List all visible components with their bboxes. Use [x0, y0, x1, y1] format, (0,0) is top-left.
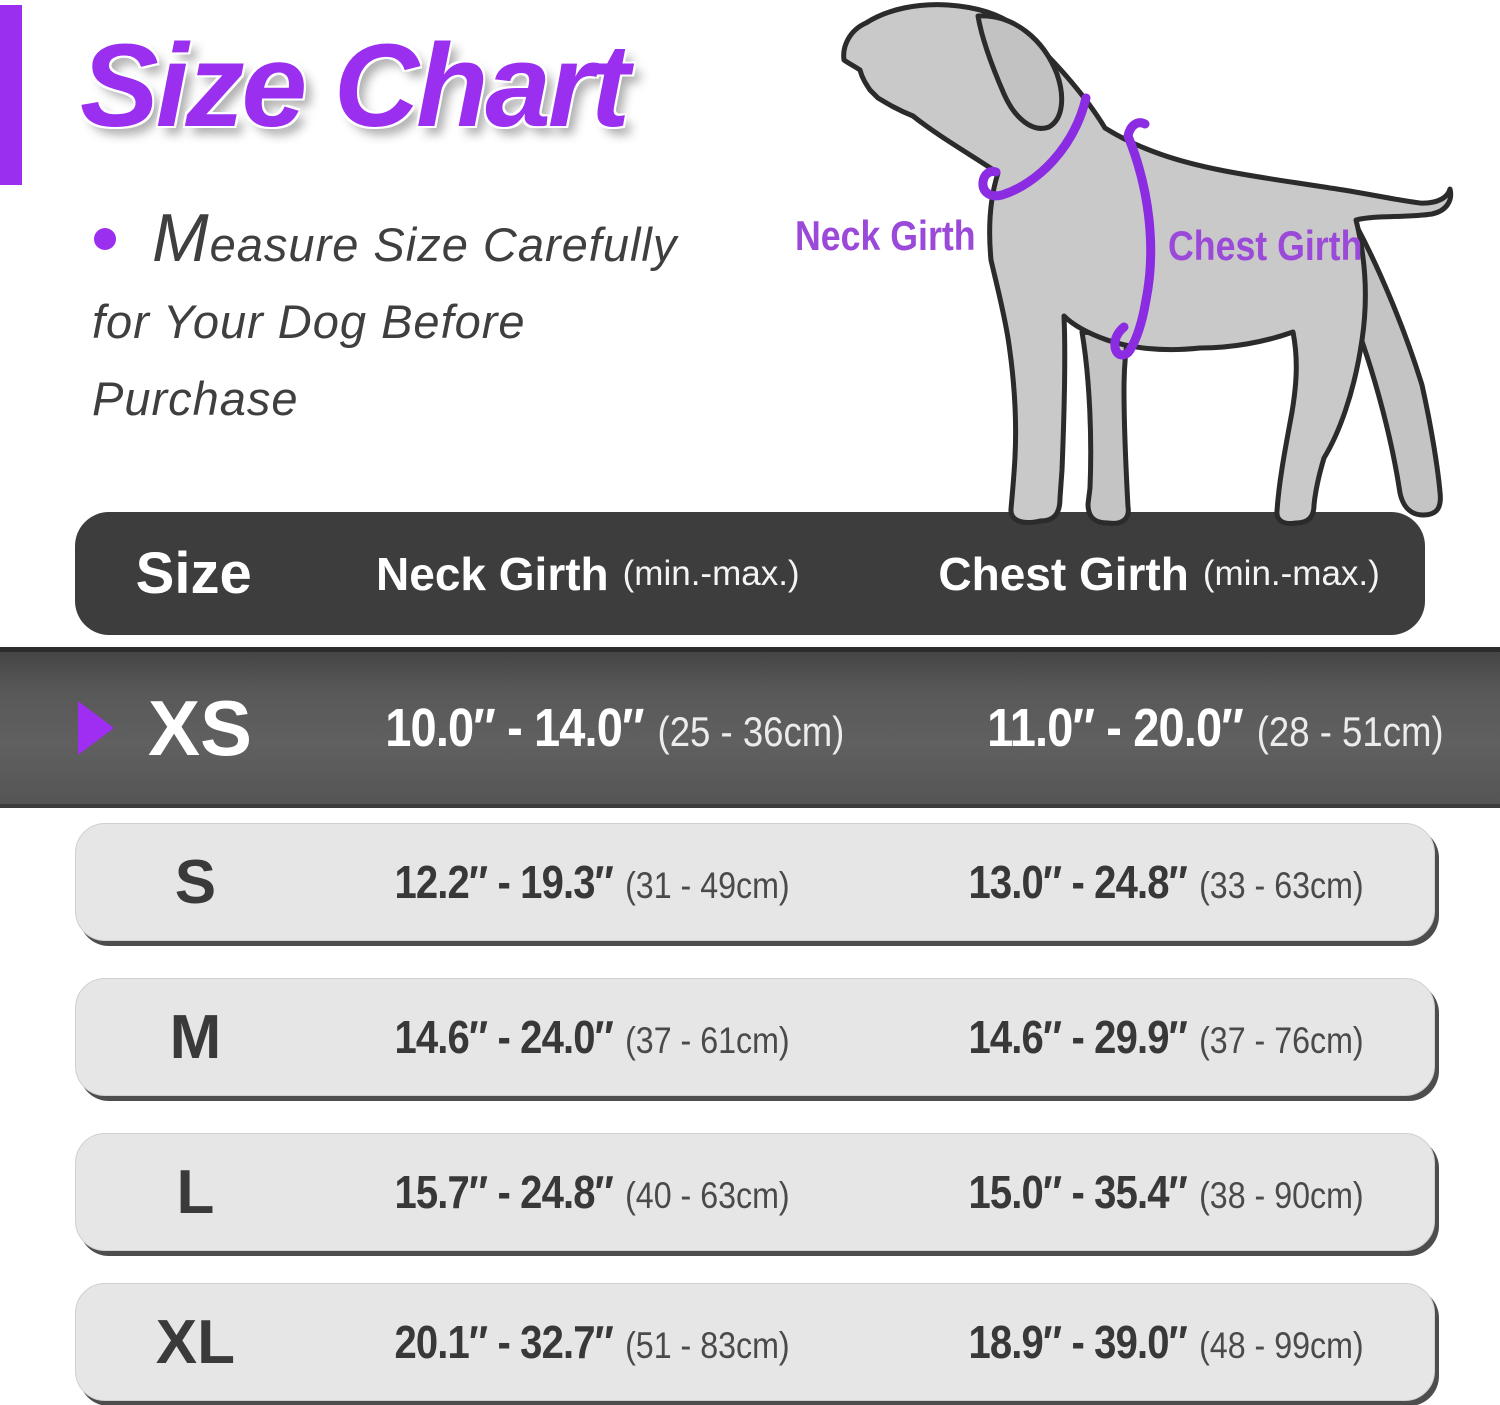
- size-label: S: [174, 847, 217, 917]
- page-title: Size Chart: [80, 20, 630, 152]
- dog-diagram: [841, 2, 1454, 526]
- size-label: XS: [147, 683, 253, 772]
- selected-row-arrow-icon: [78, 701, 114, 755]
- note-line-2: for Your Dog Before: [92, 295, 526, 348]
- neck-girth-cell: 15.7″ - 24.8″ (40 - 63cm): [315, 1165, 869, 1219]
- chest-girth-cell: 14.6″ - 29.9″ (37 - 76cm): [869, 1010, 1434, 1064]
- neck-cm: (40 - 63cm): [624, 1175, 790, 1216]
- table-row-s: S 12.2″ - 19.3″ (31 - 49cm) 13.0″ - 24.8″…: [75, 823, 1435, 941]
- neck-girth-cell: 14.6″ - 24.0″ (37 - 61cm): [315, 1010, 869, 1064]
- neck-girth-cell: 20.1″ - 32.7″ (51 - 83cm): [315, 1315, 869, 1369]
- size-label: L: [176, 1157, 215, 1227]
- header-size: Size: [135, 541, 252, 606]
- table-row-xl: XL 20.1″ - 32.7″ (51 - 83cm) 18.9″ - 39.0…: [75, 1283, 1435, 1401]
- title-accent-bar: [0, 5, 22, 185]
- table-row-l: L 15.7″ - 24.8″ (40 - 63cm) 15.0″ - 35.4″…: [75, 1133, 1435, 1251]
- header-neck-girth-sub: (min.-max.): [622, 553, 800, 593]
- chest-cm: (48 - 99cm): [1199, 1325, 1365, 1366]
- chest-girth-cell: 13.0″ - 24.8″ (33 - 63cm): [869, 855, 1434, 909]
- neck-girth-cell: 10.0″ - 14.0″ (25 - 36cm): [325, 697, 905, 759]
- neck-cm: (25 - 36cm): [657, 708, 845, 755]
- neck-cm: (31 - 49cm): [624, 865, 790, 906]
- table-header: Size Neck Girth (min.-max.) Chest Girth …: [75, 512, 1425, 635]
- chest-girth-cell: 15.0″ - 35.4″ (38 - 90cm): [869, 1165, 1434, 1219]
- note-line-3: Purchase: [92, 372, 299, 425]
- neck-cm: (37 - 61cm): [624, 1020, 790, 1061]
- chest-cm: (37 - 76cm): [1199, 1020, 1365, 1061]
- bullet-icon: [94, 228, 116, 250]
- chest-girth-cell: 11.0″ - 20.0″ (28 - 51cm): [905, 697, 1495, 759]
- chest-girth-cell: 18.9″ - 39.0″ (48 - 99cm): [869, 1315, 1434, 1369]
- chest-inches: 13.0″ - 24.8″: [968, 856, 1188, 908]
- table-row-m: M 14.6″ - 24.0″ (37 - 61cm) 14.6″ - 29.9″…: [75, 978, 1435, 1096]
- note-text: easure Size Carefully: [209, 218, 678, 271]
- chest-inches: 15.0″ - 35.4″: [968, 1166, 1188, 1218]
- note-line-1: Measure Size Carefully: [92, 200, 792, 283]
- chest-girth-line: [1110, 118, 1156, 360]
- header-neck-girth: Neck Girth (min.-max.): [312, 547, 863, 601]
- neck-inches: 10.0″ - 14.0″: [385, 698, 644, 758]
- header-neck-girth-label: Neck Girth: [376, 547, 609, 600]
- note-drop-cap: M: [152, 200, 210, 276]
- measure-note: Measure Size Carefully for Your Dog Befo…: [92, 200, 792, 437]
- chest-girth-label: Chest Girth: [1168, 222, 1363, 269]
- chest-inches: 11.0″ - 20.0″: [986, 698, 1244, 758]
- neck-inches: 20.1″ - 32.7″: [394, 1316, 613, 1368]
- header-chest-girth-sub: (min.-max.): [1202, 553, 1380, 593]
- neck-inches: 14.6″ - 24.0″: [394, 1011, 613, 1063]
- neck-girth-cell: 12.2″ - 19.3″ (31 - 49cm): [315, 855, 869, 909]
- chest-cm: (28 - 51cm): [1256, 708, 1444, 755]
- chest-inches: 18.9″ - 39.0″: [968, 1316, 1188, 1368]
- size-label: M: [169, 1002, 222, 1072]
- neck-cm: (51 - 83cm): [624, 1325, 790, 1366]
- header-chest-girth-label: Chest Girth: [938, 547, 1189, 600]
- neck-girth-line: [978, 93, 1091, 201]
- neck-inches: 12.2″ - 19.3″: [394, 856, 613, 908]
- chest-cm: (33 - 63cm): [1199, 865, 1365, 906]
- dog-far-front-leg: [1079, 329, 1131, 526]
- header-chest-girth: Chest Girth (min.-max.): [863, 547, 1425, 601]
- table-row-xs-selected: XS 10.0″ - 14.0″ (25 - 36cm) 11.0″ - 20.0…: [0, 647, 1500, 808]
- chest-cm: (38 - 90cm): [1199, 1175, 1365, 1216]
- size-label: XL: [155, 1307, 236, 1377]
- chest-inches: 14.6″ - 29.9″: [968, 1011, 1188, 1063]
- neck-inches: 15.7″ - 24.8″: [394, 1166, 613, 1218]
- neck-girth-label: Neck Girth: [795, 212, 976, 259]
- dog-ear: [975, 13, 1065, 131]
